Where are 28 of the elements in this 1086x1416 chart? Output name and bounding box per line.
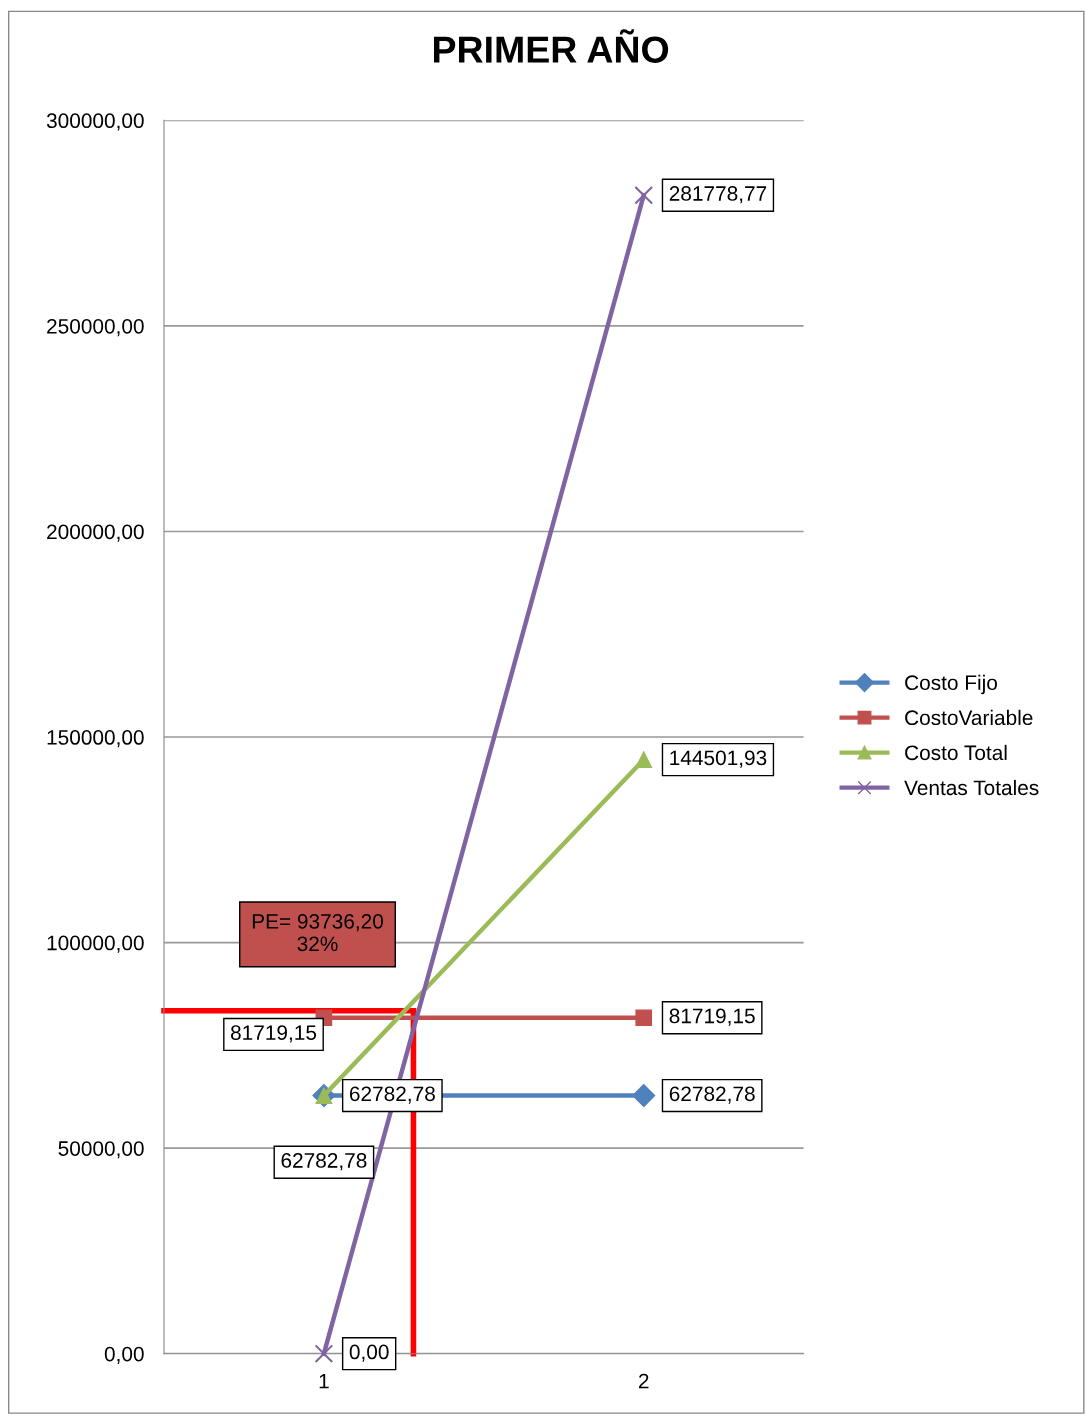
data-label: 81719,15 [669,1008,755,1026]
data-label: 281778,77 [669,186,767,204]
annotation: PE= 93736,20 32% [252,913,384,952]
data-label: 144501,93 [670,750,767,768]
data-label: 0,00 [349,1344,389,1362]
y-tick-label: 300000,00 [46,113,144,131]
data-label: 62782,78 [669,1086,755,1104]
y-tick-label: 250000,00 [47,318,144,337]
y-tick-label: 150000,00 [47,730,144,748]
chart-title: PRIMER AÑO [434,29,669,63]
x-tick-label: 2 [638,1373,649,1389]
data-label: 62782,78 [349,1086,435,1104]
y-tick-label: 0,00 [104,1346,144,1364]
point [635,1009,653,1027]
y-tick-label: 50000,00 [58,1141,144,1159]
legend-label: Costo Fijo [905,674,997,695]
legend-label: Costo Total [905,744,1007,761]
data-label: 81719,15 [230,1025,317,1043]
point [314,1344,334,1364]
point [634,185,654,205]
point [635,751,653,768]
x-tick-label: 1 [319,1373,329,1389]
point [632,1084,656,1108]
legend-label: Ventas Totales [904,779,1039,796]
y-tick-label: 200000,00 [47,524,144,542]
y-tick-label: 100000,00 [47,935,144,953]
legend-label: CostoVariable [905,709,1033,726]
data-label: 62782,78 [281,1153,367,1171]
